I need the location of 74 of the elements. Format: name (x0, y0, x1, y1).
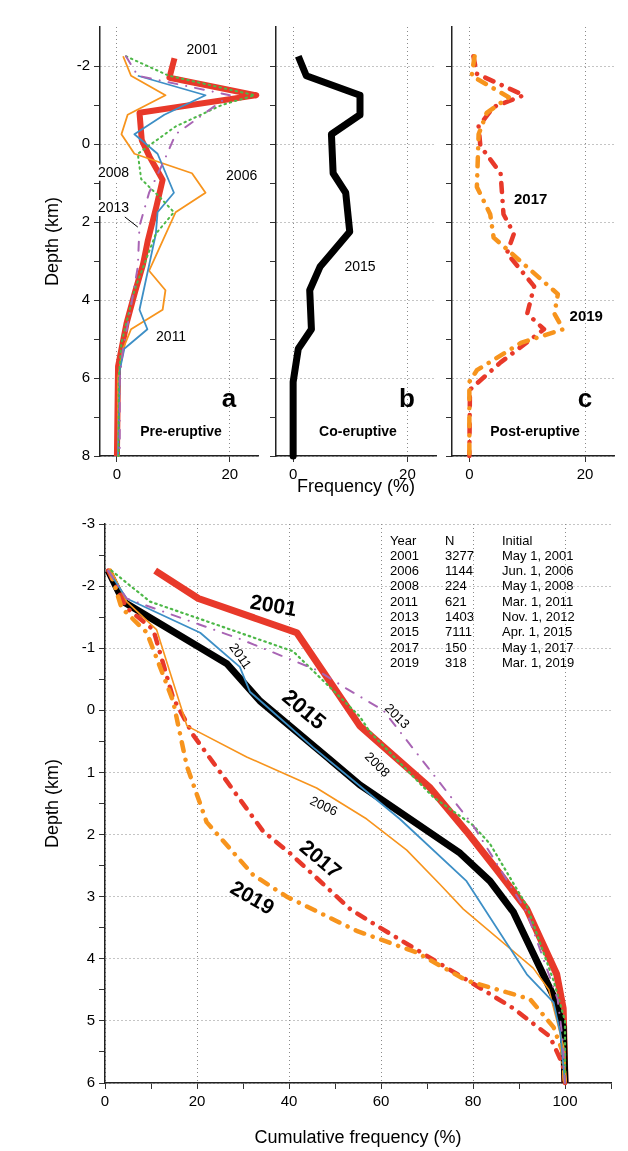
y-tick-label: 2 (81, 212, 90, 230)
annotation: 2015 (390, 624, 419, 640)
x-tick-label: 20 (188, 1092, 206, 1110)
annotation: 150 (445, 639, 467, 655)
series-label: 2006 (226, 166, 258, 183)
annotation: N (445, 532, 455, 548)
x-tick-label: 80 (464, 1092, 482, 1110)
annotation: 621 (445, 593, 467, 609)
y-tick-label: 2 (86, 824, 95, 842)
x-tick-label: 100 (552, 1092, 578, 1110)
series-label: 2001 (186, 41, 218, 58)
annotation: Year (390, 532, 417, 548)
text: 2001 (248, 589, 299, 621)
annotation: May 1, 2017 (502, 639, 574, 655)
annotation: Nov. 1, 2012 (502, 609, 575, 625)
annotation: 1403 (445, 609, 474, 625)
annotation: Initial (502, 532, 533, 548)
text: a (221, 383, 237, 414)
x-tick-label: 40 (280, 1092, 298, 1110)
annotation: 1144 (445, 563, 473, 579)
y-tick-label: 6 (86, 1073, 95, 1091)
annotation: 2011 (390, 593, 418, 609)
x-tick-label: 60 (372, 1092, 390, 1110)
y-tick-label: 0 (81, 134, 90, 152)
annotation: 2001 (390, 547, 419, 563)
annotation: Mar. 1, 2019 (502, 654, 575, 670)
annotation: 318 (445, 654, 467, 670)
x-tick-label: 20 (221, 465, 239, 483)
y-tick-label: -2 (81, 576, 95, 594)
y-axis-title: Depth (km) (41, 758, 62, 849)
x-tick-label: 0 (100, 1092, 110, 1110)
text: c (577, 383, 593, 414)
y-tick-label: 1 (86, 762, 95, 780)
annotation: 2008 (390, 578, 419, 594)
y-tick-label: 4 (81, 290, 90, 308)
annotation: Apr. 1, 2015 (502, 624, 573, 640)
series-label: 2011 (156, 327, 187, 344)
annotation: 2006 (390, 563, 419, 579)
x-axis-title: Cumulative frequency (%) (254, 1127, 462, 1148)
text: b (399, 383, 415, 414)
series-label: 2013 (97, 198, 130, 215)
y-tick-label: 5 (86, 1011, 95, 1029)
annotation: 2017 (390, 639, 419, 655)
annotation: Mar. 1, 2011 (502, 593, 574, 609)
series-label: 2008 (97, 163, 130, 180)
series-label: 2019 (569, 306, 603, 324)
x-tick-label: 0 (112, 465, 122, 483)
y-tick-label: 8 (81, 446, 90, 464)
text: Post-eruptive (490, 422, 580, 439)
y-tick-label: -1 (81, 638, 95, 656)
annotation: 3277 (445, 547, 474, 563)
y-tick-label: 3 (86, 886, 95, 904)
annotation: 2013 (390, 609, 419, 625)
text: Co-eruptive (319, 422, 398, 439)
annotation: May 1, 2008 (502, 578, 574, 594)
annotation: May 1, 2001 (502, 547, 574, 563)
annotation: Jun. 1, 2006 (502, 563, 574, 579)
text: 2019 (226, 875, 279, 919)
x-tick-label: 0 (288, 465, 298, 483)
y-axis-title: Depth (km) (41, 196, 62, 287)
y-tick-label: 0 (86, 700, 95, 718)
series-label: 2017 (514, 190, 548, 208)
annotation: 2019 (390, 654, 419, 670)
x-tick-label: 20 (576, 465, 594, 483)
annotation: 224 (445, 578, 467, 594)
y-tick-label: -2 (76, 56, 90, 74)
y-tick-label: 6 (81, 368, 90, 386)
text: 2006 (307, 792, 341, 819)
series-label: 2015 (344, 257, 376, 274)
text: Pre-eruptive (140, 422, 223, 439)
y-tick-label: -3 (81, 514, 95, 532)
x-tick-label: 0 (465, 465, 474, 483)
annotation: 7111 (445, 624, 472, 640)
y-tick-label: 4 (86, 948, 95, 966)
